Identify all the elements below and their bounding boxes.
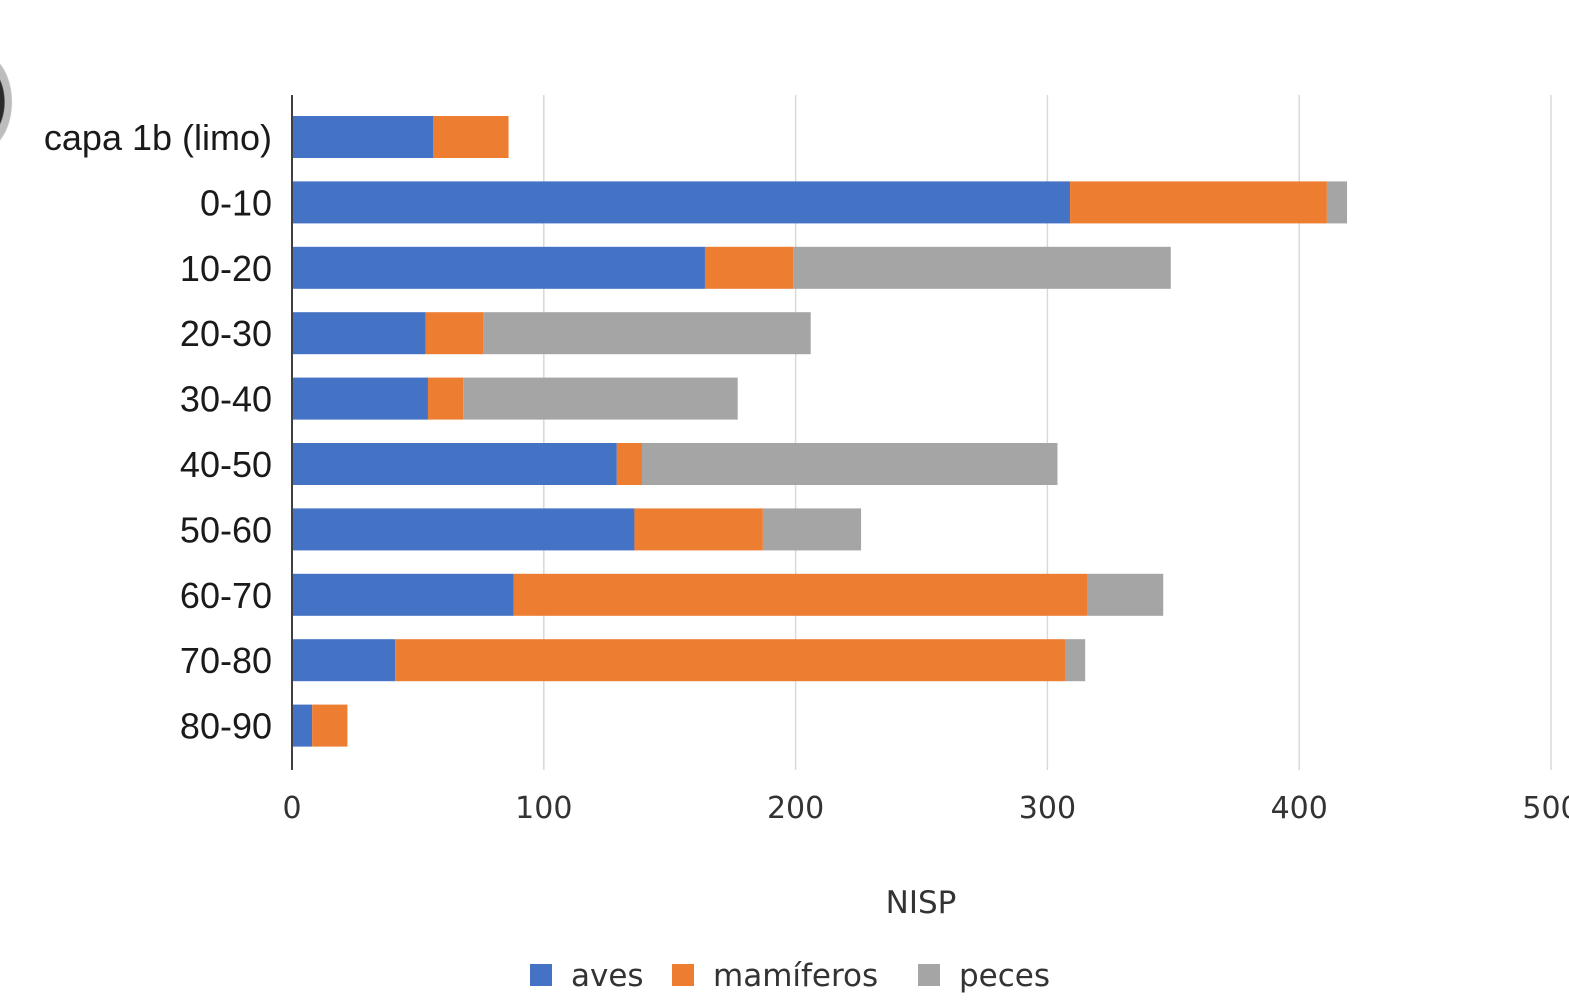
bar-peces-60-70 xyxy=(1087,573,1164,616)
bar-aves-20-30 xyxy=(292,312,426,355)
bar-peces-10-20 xyxy=(793,246,1171,289)
bar-peces-70-80 xyxy=(1065,639,1086,682)
bar-mamíferos-30-40 xyxy=(427,377,464,420)
category-label: capa 1b (limo) xyxy=(44,117,272,158)
bar-aves-50-60 xyxy=(292,508,635,551)
category-label: 10-20 xyxy=(180,248,272,289)
legend-swatch-peces xyxy=(918,964,940,986)
bar-aves-0-10 xyxy=(292,181,1071,224)
category-labels: capa 1b (limo) 0-10 10-20 20-30 30-40 40-50 50… xyxy=(44,117,272,747)
bar-mamíferos-0-10 xyxy=(1070,181,1327,224)
legend: aves mamíferos peces xyxy=(530,958,1050,994)
bar-aves-80-90 xyxy=(292,704,313,747)
category-label: 80-90 xyxy=(180,706,272,747)
bar-mamíferos-70-80 xyxy=(395,639,1066,682)
legend-swatch-mamíferos xyxy=(672,964,694,986)
bar-aves-70-80 xyxy=(292,639,396,682)
x-tick-300: 300 xyxy=(1019,791,1076,826)
category-label: 40-50 xyxy=(180,444,272,485)
bar-aves-30-40 xyxy=(292,377,428,420)
category-label: 0-10 xyxy=(200,182,272,223)
legend-label-peces: peces xyxy=(959,958,1050,994)
bar-peces-0-10 xyxy=(1326,181,1348,224)
legend-label-mamíferos: mamíferos xyxy=(713,958,878,994)
legend-label-aves: aves xyxy=(571,958,644,994)
bar-mamíferos-60-70 xyxy=(513,573,1088,616)
category-label: 60-70 xyxy=(180,575,272,616)
x-tick-100: 100 xyxy=(515,791,572,826)
x-tick-500: 500 xyxy=(1522,791,1569,826)
bar-aves-40-50 xyxy=(292,443,617,485)
bar-peces-30-40 xyxy=(463,377,738,420)
bar-peces-50-60 xyxy=(762,508,862,551)
bar-mamíferos-80-90 xyxy=(312,704,348,747)
bar-mamíferos-50-60 xyxy=(634,508,763,551)
legend-swatch-aves xyxy=(530,964,552,986)
bar-peces-40-50 xyxy=(642,443,1058,485)
bar-aves-10-20 xyxy=(292,246,705,289)
x-axis-title: NISP xyxy=(886,885,957,921)
category-label: 30-40 xyxy=(180,379,272,420)
x-tick-200: 200 xyxy=(767,791,824,826)
bar-mamíferos-10-20 xyxy=(704,246,794,289)
category-label: 50-60 xyxy=(180,509,272,550)
x-tick-400: 400 xyxy=(1271,791,1328,826)
bar-aves-60-70 xyxy=(292,573,514,616)
x-tick-0: 0 xyxy=(282,791,301,826)
bar-mamíferos-40-50 xyxy=(616,443,643,485)
category-label: 70-80 xyxy=(180,640,272,681)
bar-peces-20-30 xyxy=(483,312,811,355)
bar-aves-capa-1b-limo- xyxy=(292,116,434,158)
x-tick-labels: 0 100 200 300 400 500 xyxy=(282,791,1569,826)
bars xyxy=(292,116,1348,747)
bar-mamíferos-20-30 xyxy=(425,312,484,355)
category-label: 20-30 xyxy=(180,313,272,354)
bar-mamíferos-capa-1b-limo- xyxy=(433,116,509,158)
